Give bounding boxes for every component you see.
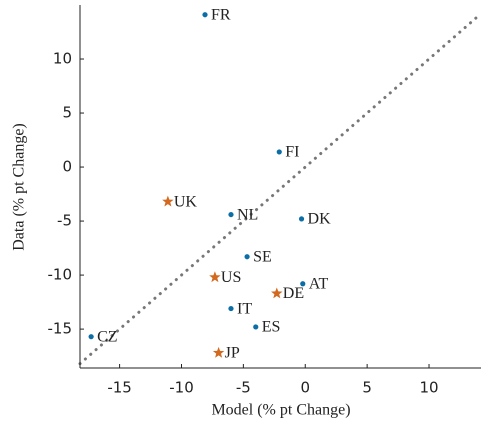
point-label: AT <box>309 275 329 292</box>
x-tick-label: 5 <box>362 379 372 397</box>
x-tick-label: -15 <box>107 379 132 397</box>
point <box>300 281 306 287</box>
point-label: IT <box>237 300 252 317</box>
point <box>228 211 234 218</box>
point <box>209 271 221 283</box>
point-label: JP <box>225 345 240 362</box>
y-tick-label: -10 <box>48 266 73 284</box>
point-label: UK <box>174 193 198 210</box>
point-label: FI <box>285 144 299 161</box>
point <box>298 216 305 222</box>
point <box>271 287 283 299</box>
point <box>228 305 234 312</box>
y-tick-label: 0 <box>62 158 72 176</box>
point-label: CZ <box>97 328 117 345</box>
point <box>162 195 174 207</box>
y-tick-label: -15 <box>48 320 73 338</box>
y-tick-label: 5 <box>62 104 72 122</box>
point-label: DK <box>308 211 332 228</box>
point <box>244 254 250 260</box>
y-tick-label: -5 <box>57 212 72 230</box>
point <box>202 12 208 18</box>
point <box>212 346 225 358</box>
x-tick-label: -10 <box>169 379 194 397</box>
point-label: NL <box>237 206 258 223</box>
x-tick-label: 0 <box>300 379 310 397</box>
y-axis-title: Data (% pt Change) <box>11 123 28 251</box>
y-tick-label: 10 <box>53 50 72 68</box>
point-label: DE <box>283 285 304 302</box>
point-label: US <box>221 269 241 286</box>
x-tick-label: -5 <box>236 379 251 397</box>
point <box>88 334 94 340</box>
point-label: SE <box>253 248 272 265</box>
point <box>253 324 259 330</box>
reference-line <box>78 12 482 366</box>
x-axis-title: Model (% pt Change) <box>211 402 350 419</box>
point-label: FR <box>211 6 231 23</box>
x-tick-label: 10 <box>419 379 438 397</box>
point <box>276 149 282 155</box>
point-label: ES <box>262 319 281 336</box>
